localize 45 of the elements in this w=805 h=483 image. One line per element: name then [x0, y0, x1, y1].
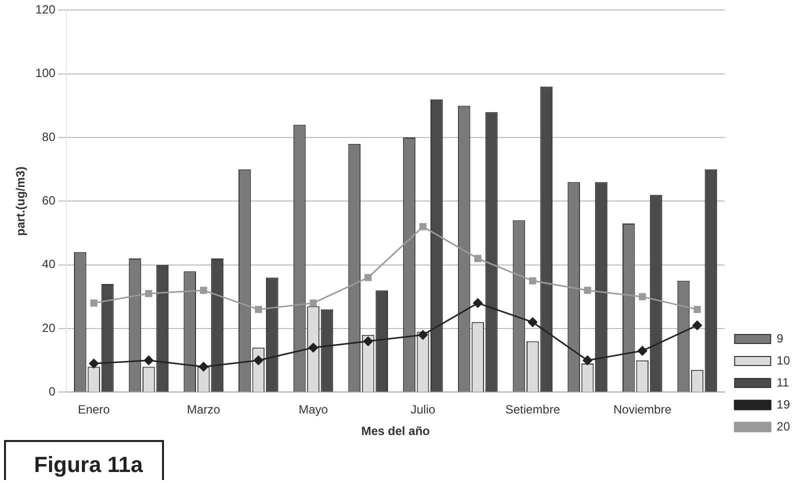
point	[528, 317, 538, 327]
legend-label: 10	[776, 353, 790, 368]
x-tick-label: Mayo	[298, 402, 328, 417]
point	[692, 320, 702, 330]
text: Figura 11a	[4, 440, 164, 480]
x-tick-label: Marzo	[186, 402, 221, 417]
point	[584, 286, 592, 294]
point	[364, 274, 372, 282]
point	[145, 290, 152, 298]
x-tick-label: Julio	[410, 402, 436, 417]
x-axis-title: Mes del año	[361, 424, 430, 438]
point	[254, 306, 262, 314]
point	[200, 286, 208, 294]
point	[419, 223, 427, 230]
point	[638, 346, 648, 356]
legend-label: 11	[776, 375, 790, 390]
x-tick-label: Noviembre	[613, 402, 672, 417]
point	[529, 277, 536, 284]
point	[308, 342, 318, 352]
legend-label: 20	[776, 419, 790, 434]
point	[638, 293, 646, 300]
point	[310, 299, 317, 307]
x-tick-label: Setiembre	[505, 402, 560, 417]
y-tick-label: 60	[42, 194, 56, 208]
y-axis-title: part.(ug/m3)	[14, 166, 28, 236]
legend-label: 9	[776, 331, 784, 346]
point	[694, 306, 701, 314]
point	[144, 356, 154, 366]
y-tick-label: 100	[35, 66, 56, 80]
point	[474, 254, 482, 262]
y-tick-label: 20	[42, 320, 56, 335]
x-tick-label: Enero	[78, 402, 110, 417]
point	[198, 362, 208, 372]
point	[582, 356, 592, 366]
y-tick-label: 80	[42, 130, 56, 144]
y-tick-label: 120	[35, 2, 56, 17]
legend-label: 19	[776, 397, 790, 412]
point	[473, 298, 483, 308]
y-tick-label: 40	[42, 257, 56, 272]
point	[254, 356, 264, 366]
point	[89, 358, 99, 368]
point	[363, 336, 373, 346]
point	[418, 330, 428, 340]
point	[90, 299, 98, 307]
y-tick-label: 0	[48, 384, 56, 399]
